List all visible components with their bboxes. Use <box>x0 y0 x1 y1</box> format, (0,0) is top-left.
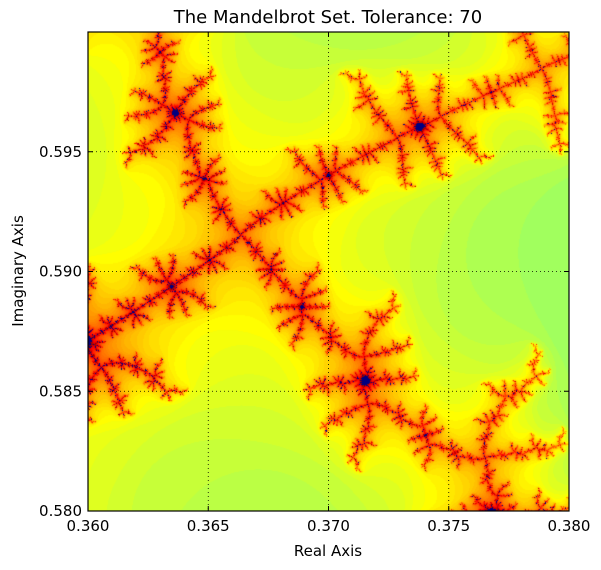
grid-lines <box>88 32 569 511</box>
x-tick-label: 0.380 <box>548 517 591 535</box>
y-tick-label: 0.595 <box>39 143 82 161</box>
x-axis-label: Real Axis <box>294 542 362 560</box>
y-tick-label: 0.590 <box>39 263 82 281</box>
x-tick-label: 0.365 <box>187 517 230 535</box>
chart-title: The Mandelbrot Set. Tolerance: 70 <box>173 7 482 28</box>
x-tick-label: 0.370 <box>307 517 350 535</box>
y-tick-labels: 0.580 0.585 0.590 0.595 <box>39 143 82 520</box>
x-tick-labels: 0.360 0.365 0.370 0.375 0.380 <box>67 517 591 535</box>
y-tick-label: 0.580 <box>39 502 82 520</box>
axis-ticks <box>87 32 570 512</box>
y-tick-label: 0.585 <box>39 382 82 400</box>
plot-area <box>87 31 570 512</box>
y-axis-label: Imaginary Axis <box>9 215 27 327</box>
x-tick-label: 0.375 <box>427 517 470 535</box>
x-tick-label: 0.360 <box>67 517 110 535</box>
